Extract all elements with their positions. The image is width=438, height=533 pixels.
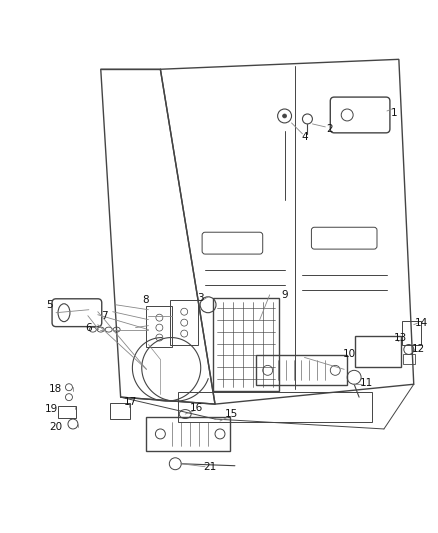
Text: 16: 16 <box>190 403 203 413</box>
Text: 21: 21 <box>203 462 217 472</box>
Text: 6: 6 <box>85 322 92 333</box>
Text: 11: 11 <box>360 378 373 388</box>
Text: 7: 7 <box>102 311 108 321</box>
Text: 17: 17 <box>124 397 137 407</box>
Text: 15: 15 <box>225 409 239 419</box>
Text: 1: 1 <box>391 108 397 118</box>
Text: 2: 2 <box>326 124 332 134</box>
Circle shape <box>283 114 286 118</box>
Text: 18: 18 <box>49 384 62 394</box>
Text: 10: 10 <box>343 350 356 359</box>
Text: 19: 19 <box>44 404 58 414</box>
Text: 20: 20 <box>49 422 63 432</box>
Text: 8: 8 <box>142 295 149 305</box>
Text: 4: 4 <box>301 132 308 142</box>
Text: 3: 3 <box>197 293 203 303</box>
Text: 14: 14 <box>415 318 428 328</box>
Text: 12: 12 <box>412 344 425 354</box>
Text: 5: 5 <box>46 300 53 310</box>
Text: 13: 13 <box>394 333 407 343</box>
Text: 9: 9 <box>281 290 288 300</box>
